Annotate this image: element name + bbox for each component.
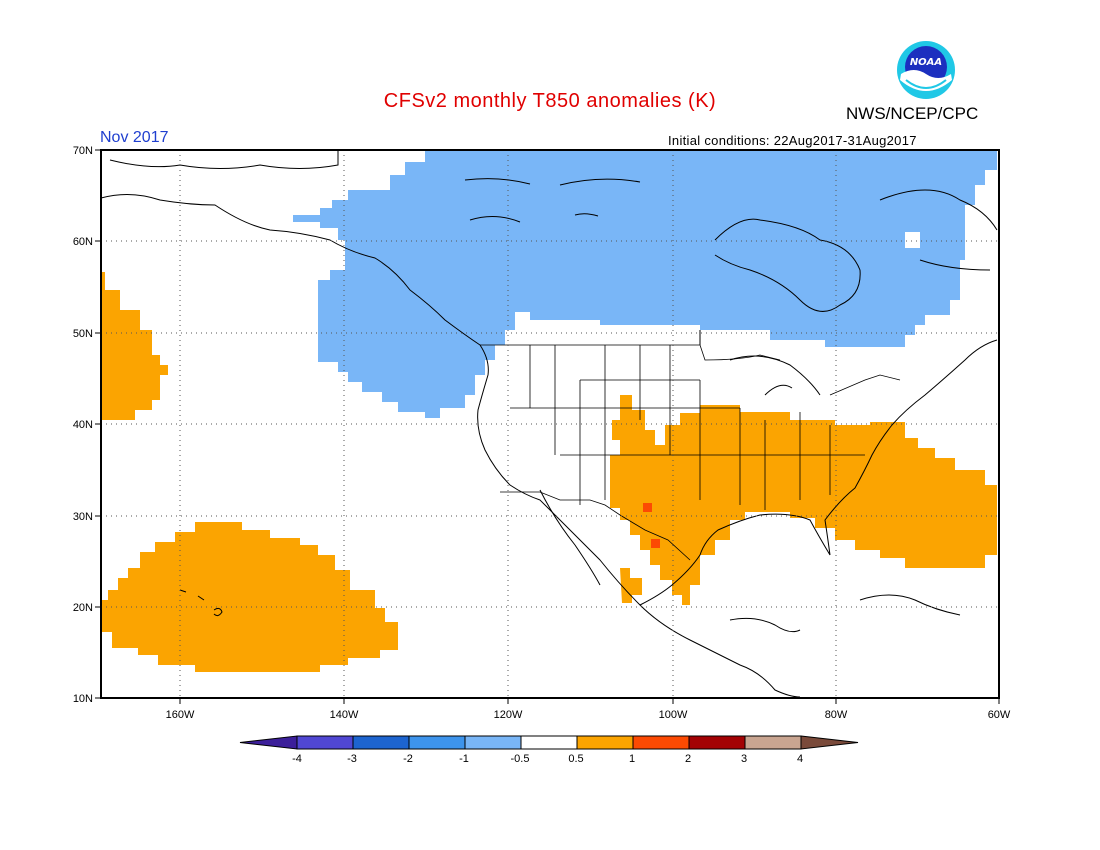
colorbar-box: [520, 735, 578, 750]
lat-label-30n: 30N: [73, 511, 93, 523]
noaa-logo-icon: NOAA: [897, 41, 955, 99]
colorbar-label-4: 4: [797, 753, 803, 765]
strong-anomaly-spot-1: [643, 503, 652, 512]
positive-anomaly-region-baja: [620, 568, 642, 603]
initial-conditions-label: Initial conditions: 22Aug2017-31Aug2017: [668, 133, 917, 148]
colorbar-label-1: 1: [629, 753, 635, 765]
lon-label-160w: 160W: [166, 709, 195, 721]
forecast-month-label: Nov 2017: [100, 129, 169, 146]
negative-anomaly-region-canada: [293, 150, 997, 418]
lat-label-70n: 70N: [73, 145, 93, 157]
negative-anomaly-cutout: [905, 232, 920, 248]
lat-label-20n: 20N: [73, 602, 93, 614]
positive-anomaly-region-hawaii: [101, 522, 398, 672]
colorbar-label-neg4: -4: [292, 753, 302, 765]
colorbar-label-neg1: -1: [459, 753, 469, 765]
colorbar-label-2: 2: [685, 753, 691, 765]
colorbar-box: [352, 735, 410, 750]
colorbar-boxes: [239, 735, 859, 750]
colorbar-box: [464, 735, 522, 750]
colorbar-arrow-low: [239, 735, 298, 750]
colorbar-box: [632, 735, 690, 750]
colorbar-box: [296, 735, 354, 750]
colorbar-label-neg2: -2: [403, 753, 413, 765]
agency-label: NWS/NCEP/CPC: [846, 104, 979, 123]
positive-anomaly-region-ne-pacific: [101, 272, 168, 420]
tick-marks: [95, 149, 1000, 704]
lon-label-60w: 60W: [988, 709, 1011, 721]
lat-label-50n: 50N: [73, 328, 93, 340]
strong-anomaly-spot-2: [651, 539, 660, 548]
political-borders: [480, 344, 901, 561]
anomaly-fills: [101, 150, 997, 672]
lat-label-60n: 60N: [73, 236, 93, 248]
lon-label-80w: 80W: [825, 709, 848, 721]
lat-label-10n: 10N: [73, 693, 93, 705]
colorbar-label-neg3: -3: [347, 753, 357, 765]
colorbar-box: [744, 735, 802, 750]
colorbar-arrow-high: [800, 735, 859, 750]
colorbar-box: [408, 735, 466, 750]
colorbar-box: [576, 735, 634, 750]
colorbar-label-neg0-5: -0.5: [511, 753, 530, 765]
colorbar-box: [688, 735, 746, 750]
lat-label-40n: 40N: [73, 419, 93, 431]
noaa-logo-text: NOAA: [910, 57, 942, 68]
lon-label-140w: 140W: [330, 709, 359, 721]
map-title: CFSv2 monthly T850 anomalies (K): [383, 90, 717, 112]
positive-anomaly-region-eastern-us: [610, 395, 997, 605]
colorbar-label-0-5: 0.5: [568, 753, 583, 765]
colorbar-label-3: 3: [741, 753, 747, 765]
lon-label-120w: 120W: [494, 709, 523, 721]
lon-label-100w: 100W: [659, 709, 688, 721]
